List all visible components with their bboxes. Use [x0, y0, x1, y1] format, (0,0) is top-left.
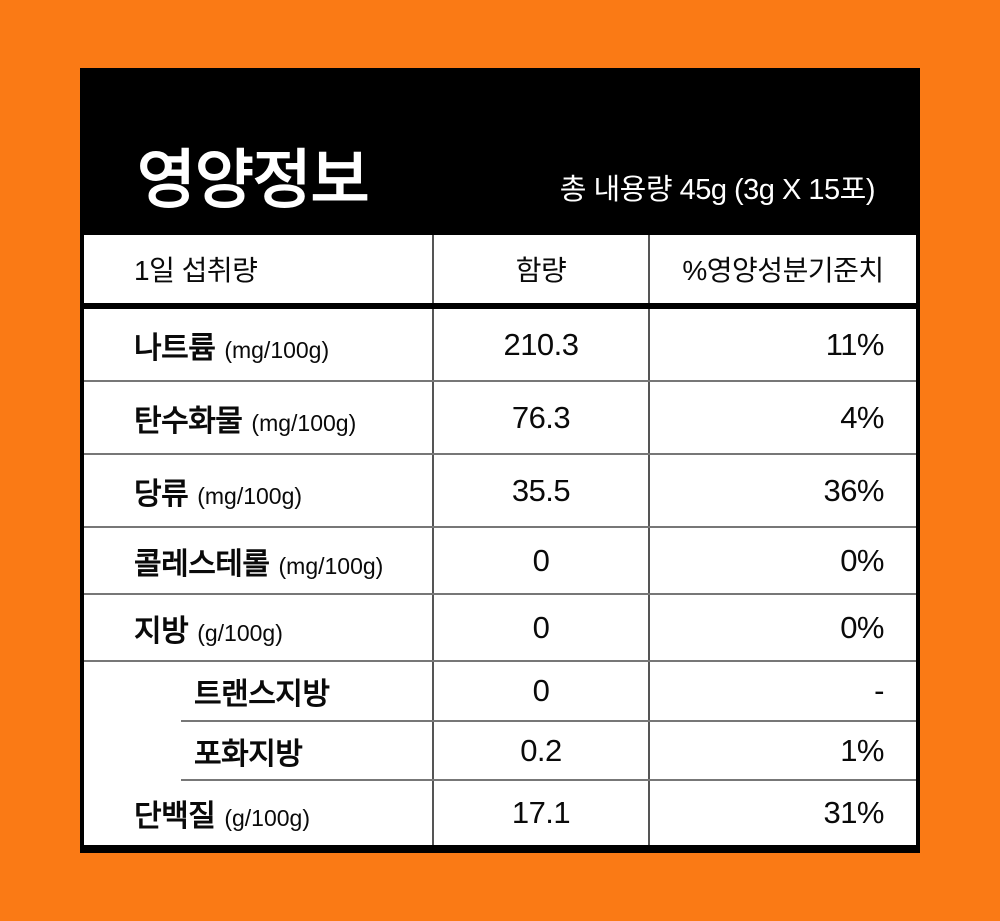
nutrient-name: 단백질 — [134, 800, 216, 833]
nutrient-label-group: 콜레스테롤 (mg/100g) — [134, 539, 383, 583]
table-row: 당류 (mg/100g) 35.5 36% — [84, 453, 916, 526]
nutrient-cell: 지방 (g/100g) — [84, 595, 434, 660]
dv-value: - — [874, 673, 884, 708]
amount-cell: 35.5 — [434, 455, 650, 526]
table-row: 단백질 (g/100g) 17.1 31% — [84, 779, 916, 845]
total-amount-label: 총 내용량 45g (3g X 15포) — [559, 174, 876, 207]
dv-cell: 0% — [650, 595, 916, 660]
nutrient-cell: 단백질 (g/100g) — [84, 781, 434, 845]
table-row: 트랜스지방 0 - — [84, 660, 916, 720]
nutrient-label-group: 나트륨 (mg/100g) — [134, 323, 329, 367]
nutrient-name: 나트륨 — [134, 331, 216, 365]
column-header-amount: 함량 — [434, 235, 650, 303]
column-header-dv-percent: %영양성분기준치 — [682, 255, 884, 286]
table-row: 콜레스테롤 (mg/100g) 0 0% — [84, 526, 916, 593]
nutrient-name: 탄수화물 — [134, 404, 243, 438]
nutrient-cell: 당류 (mg/100g) — [84, 455, 434, 526]
dv-value: 1% — [840, 732, 884, 768]
dv-value: 0% — [840, 542, 884, 578]
amount-cell: 17.1 — [434, 781, 650, 845]
dv-cell: - — [650, 662, 916, 720]
dv-cell: 11% — [650, 309, 916, 380]
nutrition-table: 1일 섭취량 함량 %영양성분기준치 나트륨 (mg/100g) 210.3 1… — [80, 235, 920, 853]
nutrient-label-group: 탄수화물 (mg/100g) — [134, 396, 356, 440]
nutrition-card: 영양정보 총 내용량 45g (3g X 15포) 1일 섭취량 함량 %영양성… — [80, 68, 920, 853]
nutrient-name: 콜레스테롤 — [134, 547, 270, 581]
amount-value: 17.1 — [511, 795, 571, 830]
amount-value: 0 — [532, 542, 550, 578]
table-row: 포화지방 0.2 1% — [84, 720, 916, 779]
nutrient-unit: (g/100g) — [197, 619, 283, 646]
table-body: 나트륨 (mg/100g) 210.3 11% 탄수화물 (mg/100g) 7… — [84, 309, 916, 845]
dv-cell: 36% — [650, 455, 916, 526]
nutrient-name: 당류 — [134, 477, 189, 511]
nutrient-label-group: 당류 (mg/100g) — [134, 469, 302, 513]
amount-value: 35.5 — [511, 472, 571, 508]
dv-cell: 1% — [650, 722, 916, 779]
dv-value: 11% — [825, 326, 885, 362]
nutrient-label-group: 단백질 (g/100g) — [134, 791, 310, 835]
nutrient-label-group: 트랜스지방 — [194, 669, 339, 713]
nutrient-unit: (mg/100g) — [251, 409, 357, 436]
nutrient-name: 포화지방 — [194, 737, 303, 771]
nutrient-unit: (mg/100g) — [224, 336, 330, 363]
nutrient-unit: (mg/100g) — [197, 482, 303, 509]
amount-cell: 0.2 — [434, 722, 650, 779]
amount-cell: 210.3 — [434, 309, 650, 380]
nutrient-cell: 포화지방 — [84, 722, 434, 779]
dv-value: 4% — [840, 399, 884, 435]
amount-cell: 0 — [434, 662, 650, 720]
nutrient-name: 지방 — [134, 614, 189, 648]
table-row: 탄수화물 (mg/100g) 76.3 4% — [84, 380, 916, 453]
dv-cell: 4% — [650, 382, 916, 453]
amount-cell: 76.3 — [434, 382, 650, 453]
amount-value: 210.3 — [503, 326, 579, 362]
dv-value: 31% — [823, 795, 884, 830]
dv-cell: 0% — [650, 528, 916, 593]
amount-value: 0 — [532, 673, 550, 708]
nutrient-name: 트랜스지방 — [194, 678, 330, 711]
nutrient-unit: (mg/100g) — [278, 552, 384, 579]
dv-cell: 31% — [650, 781, 916, 845]
nutrient-label-group: 포화지방 — [194, 729, 311, 773]
column-header-daily-intake: 1일 섭취량 — [84, 235, 434, 303]
nutrient-unit: (g/100g) — [224, 805, 310, 831]
amount-value: 0 — [532, 609, 550, 645]
table-row: 지방 (g/100g) 0 0% — [84, 593, 916, 660]
nutrient-cell: 트랜스지방 — [84, 662, 434, 720]
nutrient-cell: 나트륨 (mg/100g) — [84, 309, 434, 380]
nutrient-cell: 탄수화물 (mg/100g) — [84, 382, 434, 453]
page-title: 영양정보 — [137, 144, 370, 217]
amount-value: 76.3 — [511, 399, 571, 435]
nutrition-header: 영양정보 총 내용량 45g (3g X 15포) — [80, 68, 920, 235]
nutrient-cell: 콜레스테롤 (mg/100g) — [84, 528, 434, 593]
table-header-row: 1일 섭취량 함량 %영양성분기준치 — [84, 235, 916, 309]
nutrient-label-group: 지방 (g/100g) — [134, 606, 283, 650]
amount-cell: 0 — [434, 528, 650, 593]
table-row: 나트륨 (mg/100g) 210.3 11% — [84, 309, 916, 380]
dv-value: 36% — [823, 472, 884, 508]
amount-cell: 0 — [434, 595, 650, 660]
dv-value: 0% — [840, 609, 884, 645]
amount-value: 0.2 — [520, 732, 562, 768]
